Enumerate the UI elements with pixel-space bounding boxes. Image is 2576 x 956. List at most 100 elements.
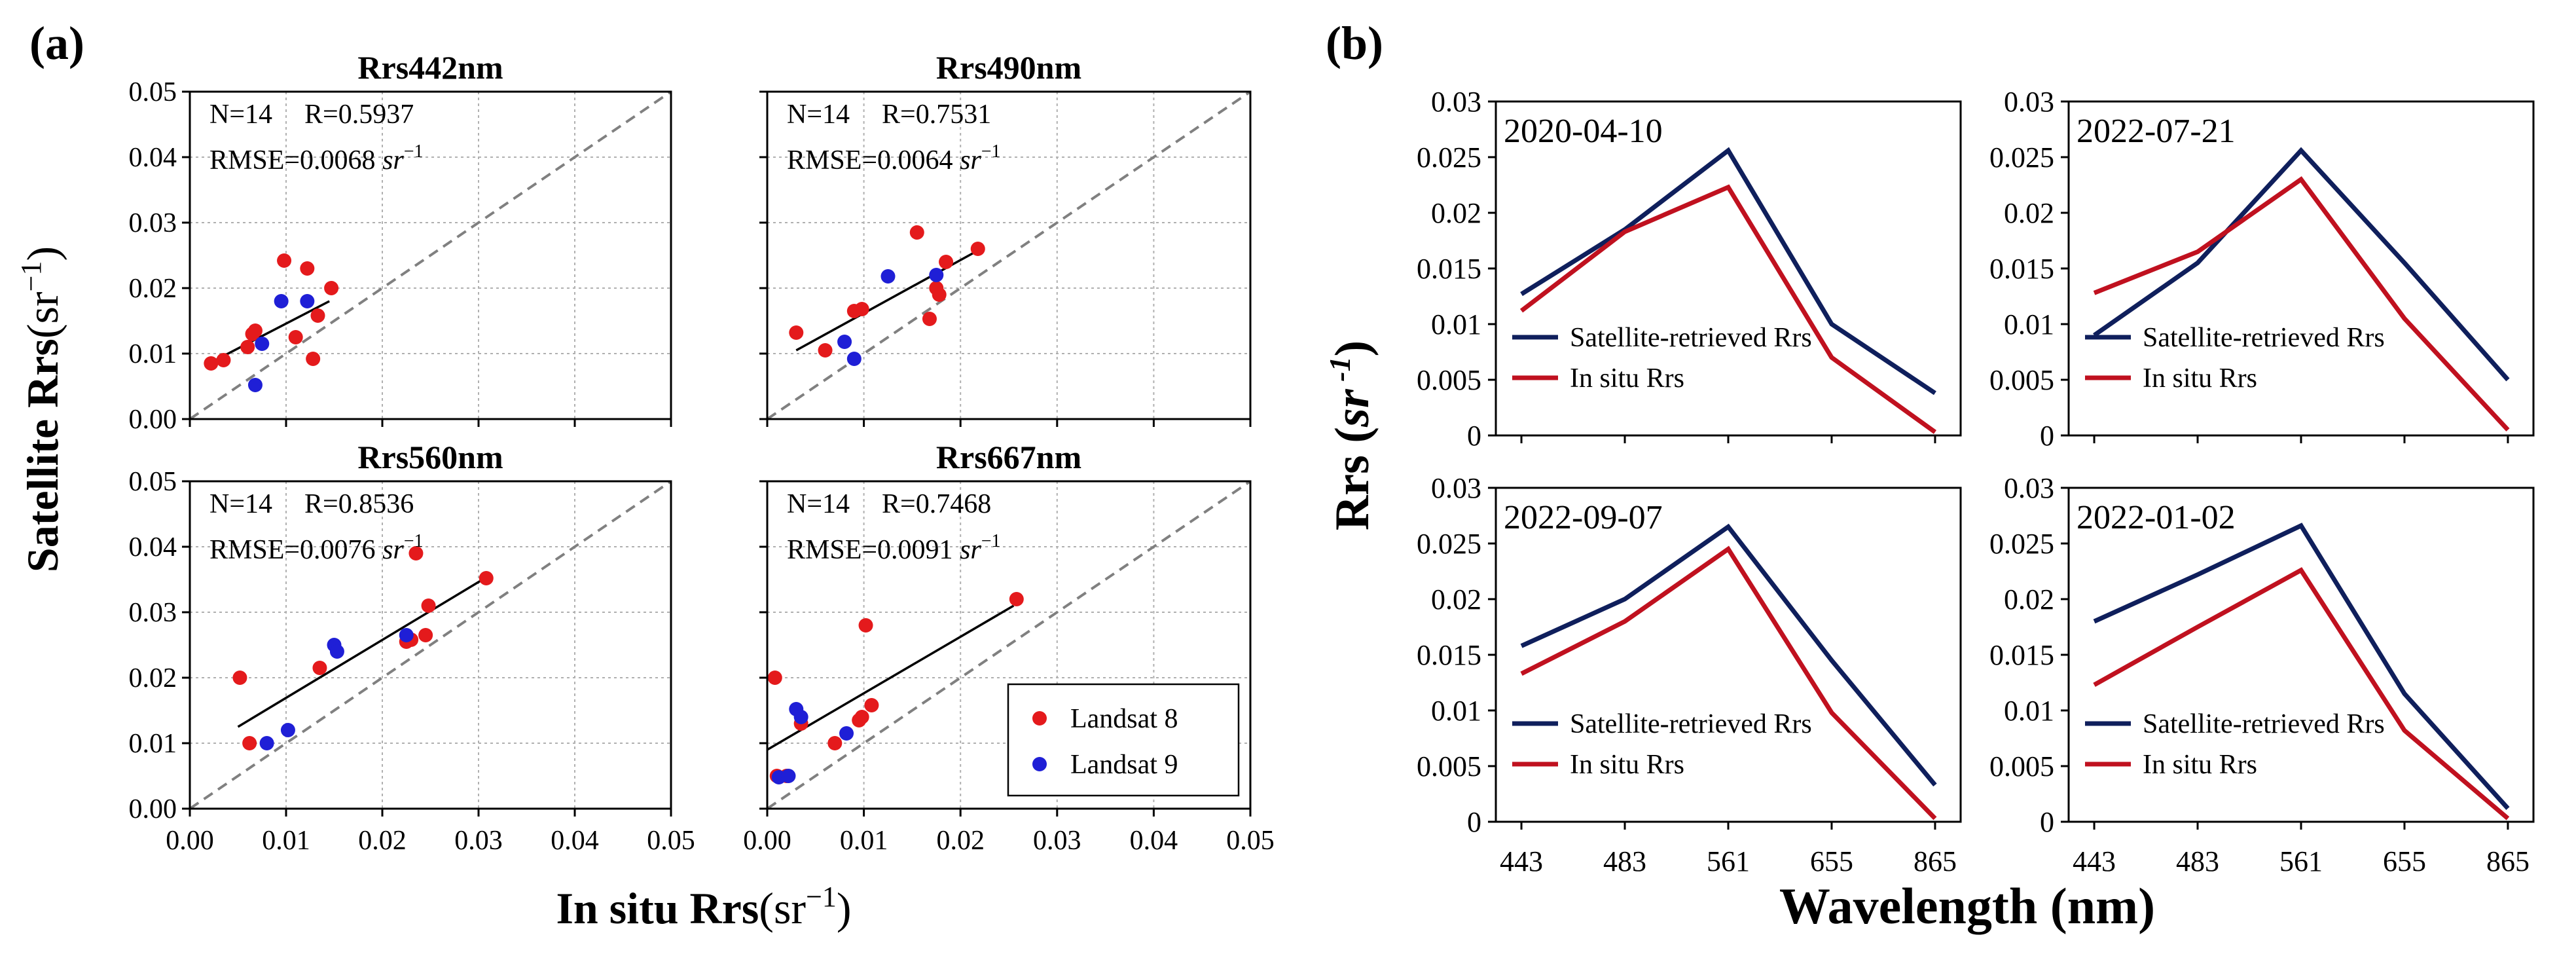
y-tick-label: 0.03: [129, 208, 177, 238]
x-tick-label: 865: [2486, 845, 2530, 877]
plot-frame: [766, 480, 1252, 810]
landsat8-point: [232, 671, 247, 685]
y-tick-label: 0.005: [1417, 750, 1481, 782]
landsat8-point: [827, 736, 843, 750]
satellite-rrs-line: [2093, 523, 2510, 810]
y-tick-label: 0.03: [129, 598, 177, 628]
fit-line: [208, 300, 330, 365]
y-tick-label: 0.015: [1989, 639, 2054, 671]
y-tick-label: 0.03: [1431, 86, 1481, 118]
landsat8-point: [242, 736, 257, 750]
panel-title: Rrs667nm: [936, 439, 1081, 475]
legend-satellite-label: Satellite-retrieved Rrs: [1570, 709, 1812, 739]
legend-satellite-label: Satellite-retrieved Rrs: [2143, 709, 2385, 739]
x-tick-label: 865: [1914, 845, 1957, 877]
landsat8-point: [789, 325, 804, 340]
legend: Landsat 8 Landsat 9: [1007, 683, 1240, 797]
x-tick-label: 443: [1500, 459, 1543, 491]
panel-date-label: 2022-07-21: [2077, 113, 2236, 150]
x-tick-label: 561: [1707, 845, 1750, 877]
y-tick-label: 0.025: [1417, 141, 1481, 174]
left-x-axis-label: In situ Rrs(sr−1): [556, 881, 851, 933]
landsat8-point: [300, 261, 315, 276]
landsat9-point: [781, 769, 796, 783]
landsat8-point: [312, 661, 327, 675]
landsat8-point: [204, 356, 219, 371]
y-tick-label: 0.01: [1431, 308, 1481, 340]
landsat8-point: [216, 353, 231, 367]
y-tick-label: 0: [1467, 806, 1481, 838]
landsat9-point: [839, 726, 854, 741]
y-tick-label: 0.01: [1431, 695, 1481, 727]
landsat8-point: [970, 242, 985, 256]
landsat8-point: [306, 352, 321, 366]
x-tick-label: 483: [1603, 845, 1646, 877]
landsat9-point: [255, 337, 270, 351]
landsat8-point: [767, 671, 782, 685]
legend-insitu-label: In situ Rrs: [2143, 363, 2257, 394]
x-tick-label: 0.03: [1033, 826, 1081, 856]
y-tick-label: 0.03: [2004, 472, 2054, 504]
panel-date-label: 2022-09-07: [1504, 499, 1663, 536]
legend-landsat8-marker: [1032, 711, 1047, 726]
x-tick-label: 0.05: [1226, 826, 1275, 856]
scatter-panel-1: 0.000.000.010.010.020.020.030.030.040.04…: [129, 49, 672, 466]
stat-n: N=14: [787, 100, 850, 130]
y-tick-label: 0.03: [1431, 472, 1481, 504]
x-tick-label: 0.01: [262, 436, 310, 466]
spectrum-panel-4: 0 0.005 0.01 0.015 0.02 0.025 0.03 443 483 561 655…: [1989, 472, 2535, 877]
x-tick-label: 0.05: [1226, 436, 1275, 466]
x-tick-label: 865: [2486, 459, 2530, 491]
one-to-one-line: [189, 480, 672, 810]
y-tick-label: 0.02: [706, 663, 755, 693]
y-tick-label: 0.04: [706, 532, 755, 562]
stat-rmse: RMSE=0.0068 sr−1: [209, 141, 424, 175]
x-tick-label: 865: [1914, 459, 1957, 491]
y-tick-label: 0.00: [706, 405, 755, 435]
y-tick-label: 0.01: [706, 729, 755, 759]
y-tick-label: 0.02: [129, 274, 177, 304]
x-tick-label: 0.00: [166, 436, 214, 466]
fit-line: [767, 604, 1015, 751]
y-tick-label: 0.01: [129, 729, 177, 759]
y-tick-label: 0.01: [706, 339, 755, 369]
y-tick-label: 0.05: [129, 77, 177, 107]
one-to-one-line: [766, 90, 1252, 420]
y-tick-label: 0: [1467, 420, 1481, 452]
in-situ-rrs-line: [1519, 184, 1936, 434]
landsat9-point: [280, 723, 295, 737]
landsat8-point: [324, 281, 339, 295]
stat-rmse: RMSE=0.0091 sr−1: [787, 531, 1001, 565]
landsat9-point: [793, 710, 808, 724]
landsat8-point: [247, 323, 263, 338]
x-tick-label: 443: [2073, 459, 2116, 491]
legend-box: [1007, 683, 1240, 797]
landsat9-point: [247, 378, 263, 392]
x-tick-label: 561: [2279, 459, 2323, 491]
landsat8-point: [288, 330, 303, 344]
left-y-axis-label: Satellite Rrs(sr−1): [15, 246, 67, 572]
y-tick-label: 0.04: [129, 143, 177, 173]
x-tick-label: 0.05: [647, 826, 695, 856]
x-tick-label: 0.01: [840, 826, 888, 856]
in-situ-rrs-line: [2093, 176, 2510, 432]
stat-r: R=0.7468: [882, 489, 991, 519]
x-tick-label: 0.04: [1130, 436, 1178, 466]
scatter-panel-3: 0.000.000.010.010.020.020.030.030.040.04…: [129, 439, 695, 856]
x-tick-label: 443: [1500, 845, 1543, 877]
stat-rmse: RMSE=0.0076 sr−1: [209, 531, 424, 565]
legend-landsat8-label: Landsat 8: [1070, 704, 1178, 734]
landsat8-point: [854, 710, 869, 724]
y-tick-label: 0.05: [706, 77, 755, 107]
x-tick-label: 483: [2176, 845, 2219, 877]
y-tick-label: 0.02: [2004, 197, 2054, 229]
landsat9-point: [329, 644, 344, 659]
y-tick-label: 0.02: [706, 274, 755, 304]
landsat9-point: [399, 628, 414, 642]
x-tick-label: 655: [2383, 845, 2426, 877]
legend-satellite-label: Satellite-retrieved Rrs: [1570, 323, 1812, 353]
in-situ-rrs-line: [2093, 567, 2510, 820]
landsat8-point: [854, 302, 869, 316]
y-tick-label: 0.025: [1989, 528, 2054, 560]
landsat8-point: [858, 618, 873, 633]
